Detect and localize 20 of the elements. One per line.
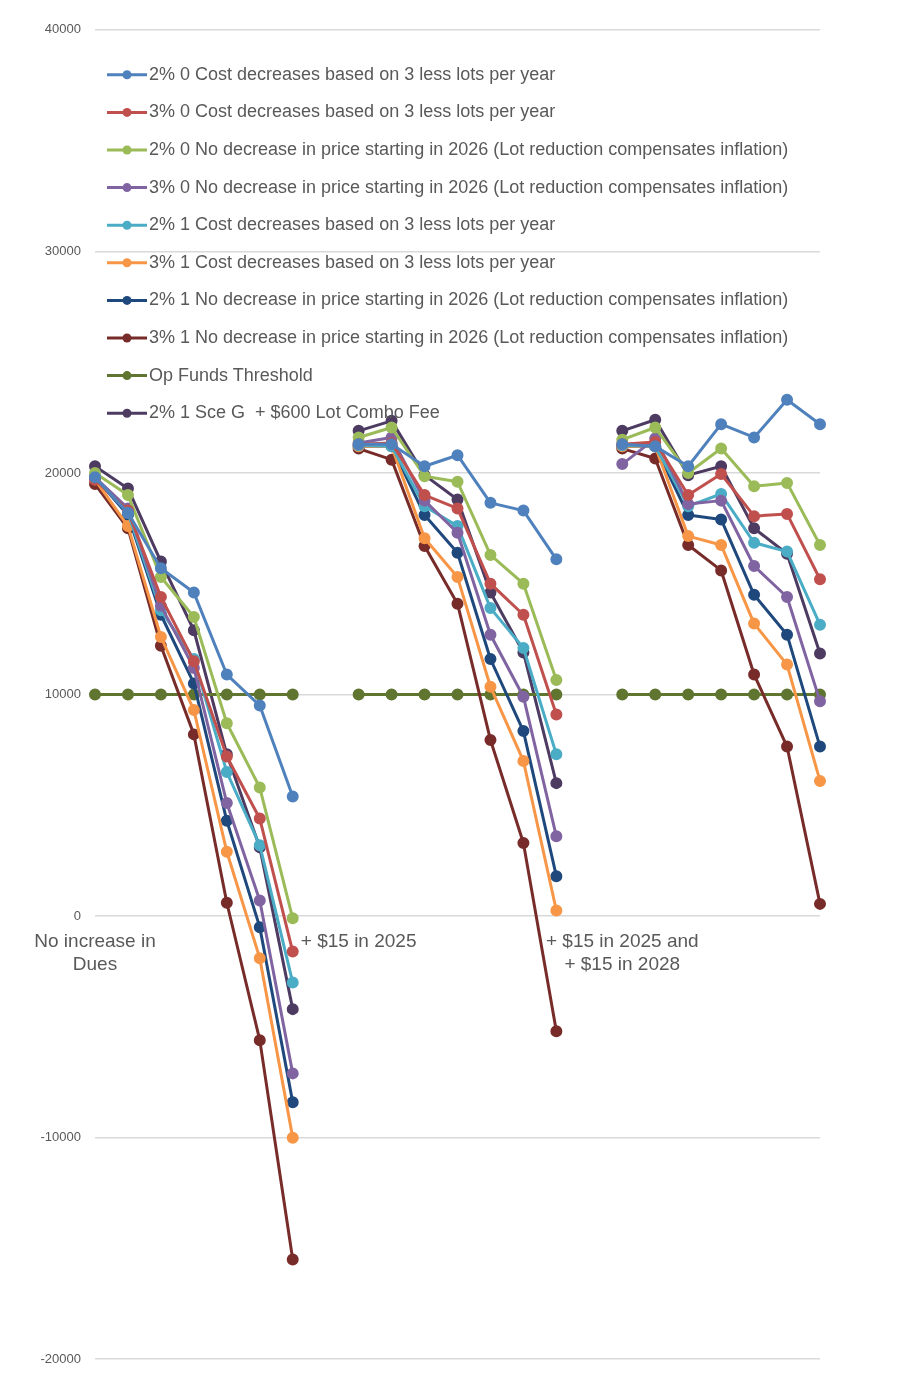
- y-tick-label: 10000: [44, 686, 81, 702]
- x-tick-label: + $15 in 2025 and + $15 in 2028: [545, 929, 699, 974]
- y-tick-label: -20000: [40, 1350, 81, 1366]
- legend-label: 3% 1 No decrease in price starting in 2026 (Lot reduction compensates inflation): [149, 326, 789, 347]
- x-tick-label: + $15 in 2025: [300, 929, 417, 951]
- legend-label: Op Funds Threshold: [149, 364, 313, 385]
- legend-label: 3% 0 Cost decreases based on 3 less lots per year: [149, 101, 556, 122]
- legend-label: 2% 1 Cost decreases based on 3 less lots per year: [149, 214, 556, 235]
- y-tick-label: 0: [73, 907, 81, 923]
- legend-label: 2% 1 No decrease in price starting in 2026 (Lot reduction compensates inflation): [149, 289, 789, 310]
- y-tick-label: -10000: [40, 1129, 81, 1145]
- legend-label: 3% 0 No decrease in price starting in 2026 (Lot reduction compensates inflation): [149, 176, 789, 197]
- y-tick-label: 30000: [44, 242, 81, 258]
- legend-label: 2% 0 Cost decreases based on 3 less lots per year: [149, 63, 556, 84]
- y-tick-label: 40000: [44, 21, 81, 37]
- x-tick-label: No increase in Dues: [34, 929, 156, 974]
- legend-label: 3% 1 Cost decreases based on 3 less lots per year: [149, 251, 556, 272]
- legend-label: 2% 0 No decrease in price starting in 2026 (Lot reduction compensates inflation): [149, 138, 789, 159]
- legend-label: 2% 1 Sce G + $600 Lot Combo Fee: [149, 402, 440, 423]
- y-tick-label: 20000: [44, 464, 81, 480]
